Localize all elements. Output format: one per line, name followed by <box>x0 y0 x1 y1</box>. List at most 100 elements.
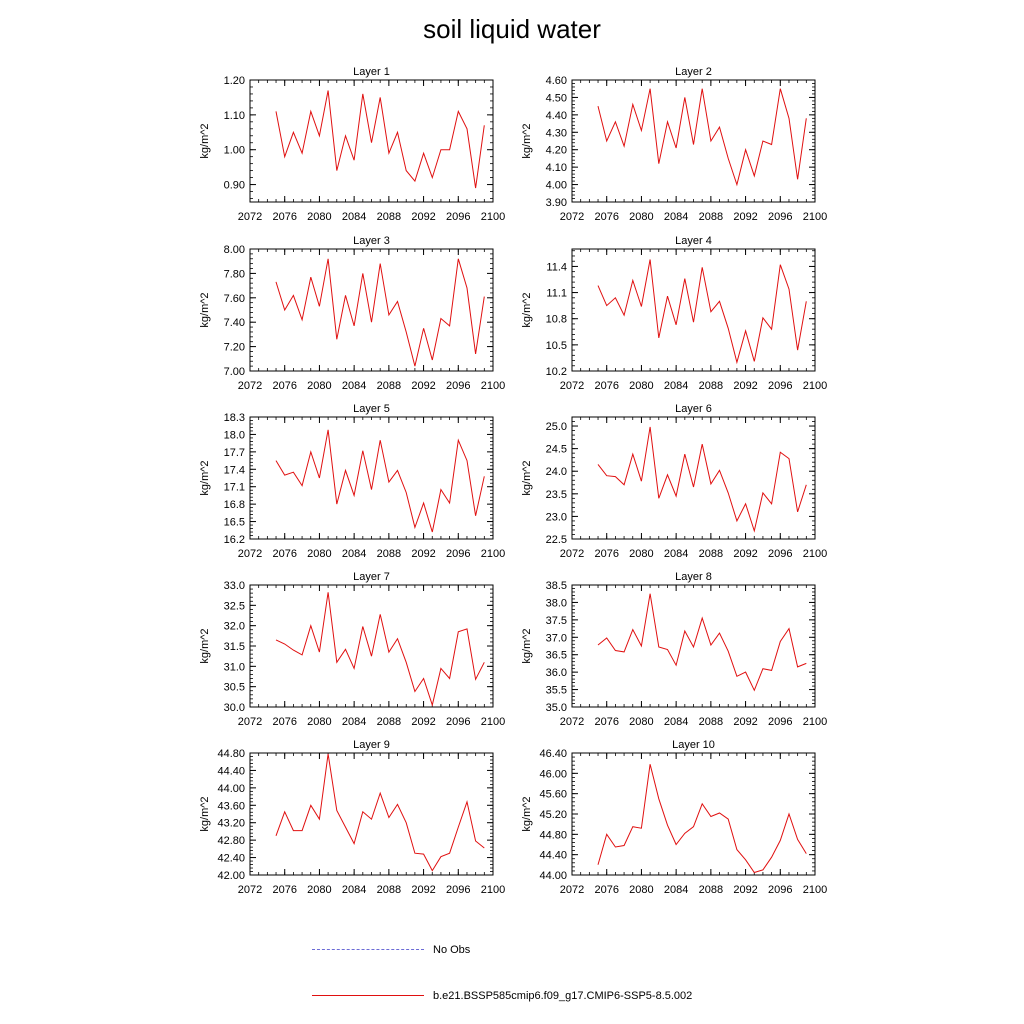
y-tick-label: 16.8 <box>224 499 245 511</box>
y-tick-label: 8.00 <box>224 244 245 256</box>
y-tick-label: 3.90 <box>546 197 567 209</box>
series-line <box>597 259 807 365</box>
y-tick-label: 45.60 <box>539 789 567 801</box>
x-tick-label: 2092 <box>411 548 435 560</box>
y-tick-label: 10.2 <box>546 366 567 378</box>
y-tick-label: 17.7 <box>224 447 245 459</box>
y-tick-label: 1.00 <box>224 145 245 157</box>
x-tick-label: 2076 <box>594 884 618 896</box>
series-line <box>275 753 485 872</box>
panel-4: Layer 4 kg/m^2 2072 2076 2080 2084 2088 2092 209… <box>521 235 827 392</box>
y-tick-label: 7.80 <box>224 268 245 280</box>
series-line <box>597 88 807 187</box>
y-tick-label: 16.5 <box>224 517 245 529</box>
y-axis-label: kg/m^2 <box>521 796 533 831</box>
y-tick-label: 32.5 <box>224 600 245 612</box>
y-tick-label: 32.0 <box>224 621 245 633</box>
panel-title: Layer 1 <box>353 66 390 78</box>
x-tick-label: 2080 <box>307 548 331 560</box>
x-tick-label: 2072 <box>560 548 584 560</box>
x-tick-label: 2088 <box>377 548 401 560</box>
panel-title: Layer 4 <box>675 235 712 247</box>
y-tick-label: 23.0 <box>546 511 567 523</box>
x-tick-label: 2100 <box>481 884 505 896</box>
x-tick-label: 2092 <box>733 716 757 728</box>
x-tick-label: 2100 <box>803 211 827 223</box>
y-tick-label: 0.90 <box>224 180 245 192</box>
x-tick-label: 2084 <box>664 211 688 223</box>
x-tick-label: 2084 <box>342 716 366 728</box>
series-line <box>275 592 485 707</box>
x-tick-label: 2072 <box>238 884 262 896</box>
x-tick-label: 2096 <box>768 211 792 223</box>
x-tick-label: 2096 <box>446 380 470 392</box>
x-tick-label: 2092 <box>411 884 435 896</box>
x-tick-label: 2080 <box>307 211 331 223</box>
x-tick-label: 2100 <box>481 716 505 728</box>
x-tick-label: 2076 <box>272 548 296 560</box>
y-tick-label: 46.40 <box>539 748 567 760</box>
x-tick-label: 2088 <box>377 716 401 728</box>
x-tick-label: 2092 <box>733 548 757 560</box>
y-tick-label: 17.1 <box>224 482 245 494</box>
y-tick-label: 25.0 <box>546 421 567 433</box>
x-tick-label: 2072 <box>238 211 262 223</box>
x-tick-label: 2092 <box>733 211 757 223</box>
series-line <box>597 764 807 874</box>
x-tick-label: 2088 <box>377 884 401 896</box>
plot-frame <box>571 752 816 876</box>
y-tick-label: 42.40 <box>217 853 245 865</box>
x-tick-label: 2084 <box>342 380 366 392</box>
y-tick-label: 38.0 <box>546 597 567 609</box>
panel-9: Layer 9 kg/m^2 2072 2076 2080 2084 2088 2092 209… <box>199 739 505 896</box>
y-tick-label: 36.5 <box>546 650 567 662</box>
y-tick-label: 4.20 <box>546 145 567 157</box>
x-tick-label: 2096 <box>768 716 792 728</box>
y-tick-label: 17.4 <box>224 464 245 476</box>
y-axis-label: kg/m^2 <box>199 628 211 663</box>
x-tick-label: 2100 <box>803 716 827 728</box>
y-tick-label: 7.00 <box>224 366 245 378</box>
x-tick-label: 2096 <box>446 211 470 223</box>
series-line <box>597 593 807 692</box>
y-tick-label: 7.60 <box>224 293 245 305</box>
panel-title: Layer 6 <box>675 403 712 415</box>
panel-title: Layer 3 <box>353 235 390 247</box>
x-tick-label: 2080 <box>629 716 653 728</box>
plot-frame <box>249 752 494 876</box>
y-axis-label: kg/m^2 <box>199 460 211 495</box>
series-line <box>275 258 485 367</box>
y-tick-label: 35.5 <box>546 685 567 697</box>
x-tick-label: 2100 <box>481 548 505 560</box>
panel-5: Layer 5 kg/m^2 2072 2076 2080 2084 2088 2092 209… <box>199 403 505 560</box>
x-tick-label: 2092 <box>411 716 435 728</box>
y-tick-label: 1.10 <box>224 110 245 122</box>
x-tick-label: 2096 <box>446 548 470 560</box>
y-tick-label: 16.2 <box>224 534 245 546</box>
y-axis-label: kg/m^2 <box>199 796 211 831</box>
x-tick-label: 2100 <box>803 884 827 896</box>
x-tick-label: 2076 <box>272 716 296 728</box>
legend-label: No Obs <box>433 944 471 956</box>
y-tick-label: 44.40 <box>217 765 245 777</box>
plot-frame <box>571 416 816 540</box>
y-tick-label: 44.00 <box>539 870 567 882</box>
series-line <box>597 426 807 533</box>
x-tick-label: 2072 <box>238 548 262 560</box>
y-tick-label: 23.5 <box>546 489 567 501</box>
y-tick-label: 33.0 <box>224 580 245 592</box>
y-axis-label: kg/m^2 <box>199 292 211 327</box>
panel-10: Layer 10 kg/m^2 2072 2076 2080 2084 2088 2092 20… <box>521 739 827 896</box>
y-tick-label: 42.00 <box>217 870 245 882</box>
y-tick-label: 44.40 <box>539 850 567 862</box>
x-tick-label: 2076 <box>272 380 296 392</box>
x-tick-label: 2088 <box>699 716 723 728</box>
x-tick-label: 2092 <box>733 380 757 392</box>
x-tick-label: 2072 <box>560 884 584 896</box>
x-tick-label: 2072 <box>560 716 584 728</box>
x-tick-label: 2072 <box>238 380 262 392</box>
y-tick-label: 18.3 <box>224 412 245 424</box>
x-tick-label: 2096 <box>768 884 792 896</box>
x-tick-label: 2100 <box>803 380 827 392</box>
